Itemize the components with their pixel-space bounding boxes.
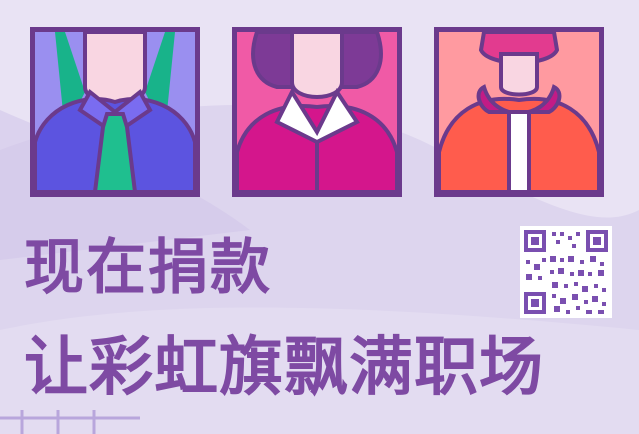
headline-line-2: 让彩虹旗飘满职场 [24, 331, 544, 405]
bearded-man-hoodie-icon [439, 32, 599, 192]
grid-decoration [0, 410, 140, 434]
panel-woman [232, 27, 402, 197]
businessman-green-tie-icon [35, 32, 195, 192]
qr-code[interactable] [520, 226, 612, 318]
headline-line-1: 现在捐款 [24, 233, 272, 303]
panel-bearded-man [434, 27, 604, 197]
woman-white-collar-icon [237, 32, 397, 192]
qr-code-icon [520, 226, 612, 318]
panel-businessman [30, 27, 200, 197]
